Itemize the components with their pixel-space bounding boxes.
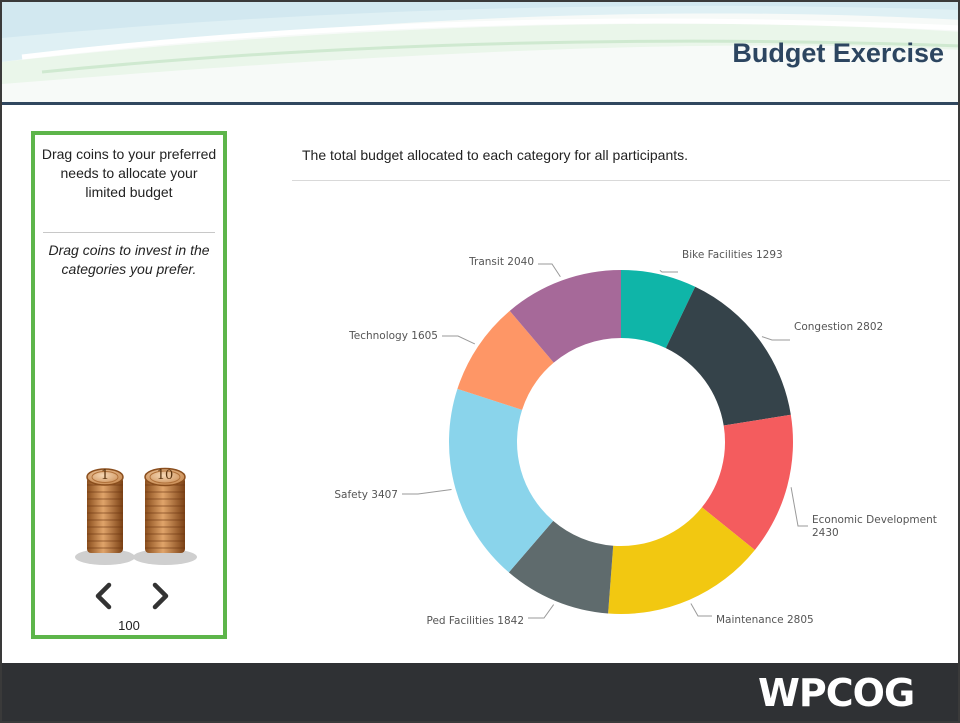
donut-slice-safety[interactable] bbox=[449, 388, 554, 573]
slice-label: Bike Facilities 1293 bbox=[682, 249, 783, 261]
header-divider bbox=[2, 102, 958, 105]
coin-stacks: 1 10 bbox=[75, 465, 205, 575]
leader-line bbox=[790, 487, 808, 527]
header-banner: Budget Exercise bbox=[2, 2, 958, 104]
coin-label-10: 10 bbox=[156, 468, 174, 483]
slice-label: Congestion 2802 bbox=[794, 321, 883, 333]
donut-slice-technology[interactable] bbox=[457, 310, 554, 410]
chart-caption: The total budget allocated to each categ… bbox=[302, 147, 689, 163]
donut-slice-maintenance[interactable] bbox=[608, 507, 755, 614]
leader-line bbox=[659, 269, 678, 273]
header-wave-graphic bbox=[2, 2, 958, 84]
donut-slice-economic-development[interactable] bbox=[701, 414, 793, 551]
coin-total: 100 bbox=[118, 618, 140, 633]
donut-slice-ped-facilities[interactable] bbox=[508, 520, 614, 614]
slice-label: Economic Development 2430 bbox=[812, 514, 937, 539]
panel-hint: Drag coins to invest in the categories y… bbox=[48, 242, 210, 277]
slice-label: Safety 3407 bbox=[334, 489, 398, 501]
chevron-left-icon[interactable] bbox=[91, 581, 117, 611]
leader-line bbox=[528, 604, 555, 619]
budget-donut-chart: Bike Facilities 1293 Congestion 2802 Econo… bbox=[334, 249, 937, 627]
leader-line bbox=[538, 263, 561, 278]
wpcog-logo: WPCOG bbox=[758, 671, 915, 715]
coin-stacks-graphic bbox=[75, 467, 197, 565]
coin-panel: Drag coins to your preferred needs to al… bbox=[31, 131, 227, 639]
chevron-right-icon[interactable] bbox=[147, 581, 173, 611]
donut-slice-transit[interactable] bbox=[509, 270, 621, 363]
coin-stack-10[interactable] bbox=[144, 467, 186, 554]
donut-slice-bike-facilities[interactable] bbox=[621, 270, 696, 349]
caption-divider bbox=[292, 180, 950, 181]
coin-stack-1[interactable] bbox=[86, 468, 124, 553]
donut-slice-congestion[interactable] bbox=[665, 286, 791, 426]
coin-label-1: 1 bbox=[100, 468, 110, 483]
slide-title: Budget Exercise bbox=[732, 38, 944, 68]
slice-label: Maintenance 2805 bbox=[716, 614, 814, 626]
slice-label: Transit 2040 bbox=[468, 256, 534, 268]
slice-label: Ped Facilities 1842 bbox=[427, 615, 524, 627]
panel-instruction: Drag coins to your preferred needs to al… bbox=[41, 146, 217, 200]
slice-label: Technology 1605 bbox=[348, 330, 438, 342]
leader-line bbox=[690, 603, 712, 617]
panel-divider bbox=[43, 232, 215, 233]
leader-line bbox=[761, 336, 790, 341]
footer-bar bbox=[2, 663, 958, 721]
leader-line bbox=[402, 488, 452, 495]
leader-line bbox=[442, 335, 476, 345]
